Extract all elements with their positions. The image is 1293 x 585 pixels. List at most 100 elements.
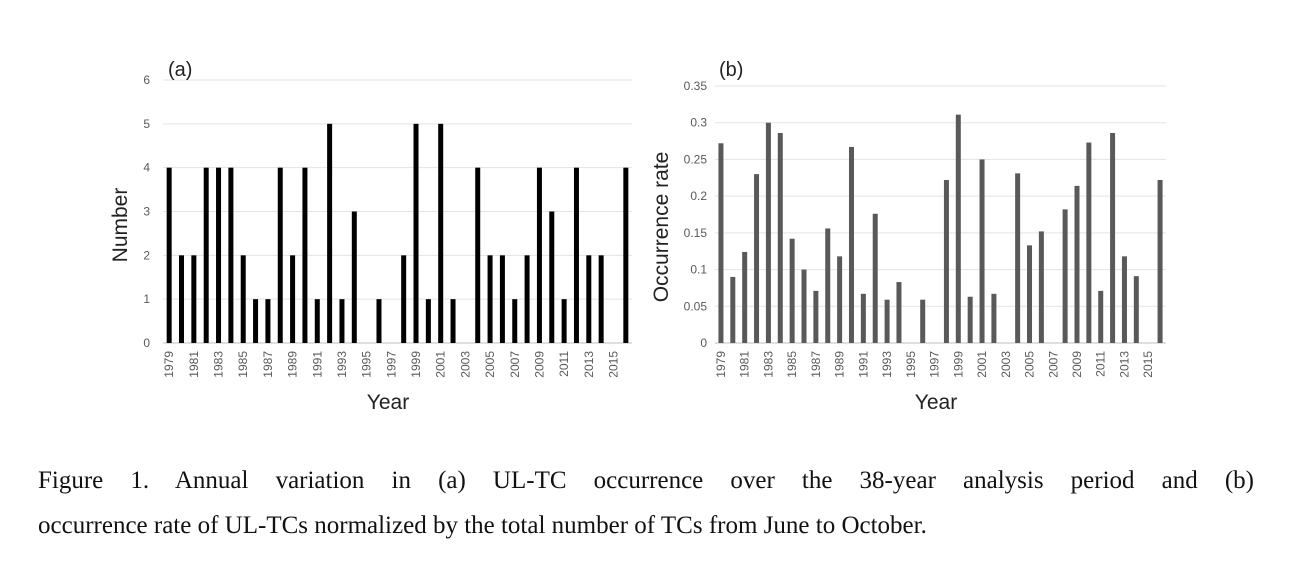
y-tick-label: 0.15: [684, 226, 708, 240]
bar-1986: [253, 299, 259, 343]
bar-2012: [573, 167, 579, 343]
bar-2007: [512, 299, 518, 343]
x-tick-label: 1981: [738, 351, 752, 378]
bars-b: [718, 114, 1163, 343]
bar-1996: [920, 299, 926, 343]
bar-1988: [277, 167, 283, 343]
x-tick-label: 1999: [409, 351, 423, 378]
x-tick-label: 2009: [1070, 351, 1084, 378]
y-axis-label-a: Number: [109, 188, 132, 263]
bar-2014: [598, 255, 604, 343]
bar-2010: [549, 211, 555, 343]
bar-2006: [499, 255, 505, 343]
bar-1992: [872, 213, 878, 343]
bar-2001: [438, 123, 444, 343]
bar-2004: [1015, 173, 1021, 343]
x-tick-label: 2005: [1023, 351, 1037, 378]
y-tick-label: 5: [143, 117, 150, 131]
bar-1987: [813, 290, 819, 343]
bar-1984: [777, 132, 783, 343]
bar-1991: [314, 299, 320, 343]
x-tick-label: 2001: [434, 351, 448, 378]
bar-1983: [216, 167, 222, 343]
y-axis-label-b: Occurrence rate: [650, 152, 673, 303]
bar-1988: [825, 228, 831, 343]
bar-1990: [848, 146, 854, 343]
x-tick-label: 2009: [532, 351, 546, 378]
x-axis-label-b: Year: [915, 391, 957, 414]
y-tick-label: 0: [143, 336, 150, 350]
bar-2016: [1157, 179, 1163, 343]
bar-2008: [524, 255, 530, 343]
bar-1994: [896, 282, 902, 343]
y-tick-label: 4: [143, 161, 150, 175]
x-tick-label: 1993: [880, 351, 894, 378]
x-tick-label: 1979: [714, 351, 728, 378]
bar-2001: [979, 159, 985, 343]
x-tick-label: 1985: [236, 351, 250, 378]
y-tick-label: 3: [143, 205, 150, 219]
x-tick-label: 1987: [809, 351, 823, 378]
chart-panel-b: 00.050.10.150.20.250.30.35 1979 1981 1983 1…: [650, 59, 1166, 414]
bar-2011: [1098, 290, 1104, 343]
bar-1985: [240, 255, 246, 343]
x-tick-label: 2003: [458, 351, 472, 378]
y-tick-label: 2: [143, 248, 150, 262]
bar-1994: [351, 211, 357, 343]
x-tick-label: 2015: [606, 351, 620, 378]
x-tick-label: 1991: [310, 351, 324, 378]
y-tick-label: 6: [143, 73, 150, 87]
x-tick-label: 1995: [360, 351, 374, 378]
bar-2008: [1062, 209, 1068, 343]
bar-2009: [1074, 185, 1080, 343]
x-tick-label: 1979: [162, 351, 176, 378]
x-axis-label-a: Year: [367, 391, 409, 414]
bar-2009: [536, 167, 542, 343]
bar-2000: [425, 299, 431, 343]
x-tick-label: 1985: [785, 351, 799, 378]
x-tick-label: 1999: [951, 351, 965, 378]
bar-1984: [228, 167, 234, 343]
bar-1992: [327, 123, 333, 343]
y-tick-label: 0.25: [684, 152, 708, 166]
bar-1999: [413, 123, 419, 343]
x-tick-label: 2007: [508, 351, 522, 378]
x-tick-label: 2007: [1046, 351, 1060, 378]
bar-1987: [265, 299, 271, 343]
caption-line-2: occurrence rate of UL-TCs normalized by …: [38, 512, 927, 539]
bar-1981: [191, 255, 197, 343]
bar-1982: [754, 174, 760, 343]
bar-2004: [475, 167, 481, 343]
x-tick-label: 2013: [582, 351, 596, 378]
x-tick-label: 1983: [212, 351, 226, 378]
y-tick-label: 0.35: [684, 79, 708, 93]
bar-1989: [837, 256, 843, 343]
bar-1990: [302, 167, 308, 343]
x-tick-label: 2011: [1094, 351, 1108, 377]
x-tick-label: 2015: [1141, 351, 1155, 378]
x-tick-label: 1995: [904, 351, 918, 378]
bar-2016: [623, 167, 629, 343]
bar-2013: [586, 255, 592, 343]
bar-2013: [1121, 256, 1127, 343]
bars-a: [166, 123, 629, 343]
figure-charts: 0 1 2 3 4 5 6 1979 1981 1983 1985 1987 1989 1991 1993…: [109, 59, 1166, 414]
bar-1991: [860, 293, 866, 343]
bar-2011: [561, 299, 567, 343]
x-tick-labels-a: 1979 1981 1983 1985 1987 1989 1991 1993 1995 1997…: [162, 351, 620, 378]
bar-2002: [450, 299, 456, 343]
bar-1985: [789, 238, 795, 343]
chart-panel-a: 0 1 2 3 4 5 6 1979 1981 1983 1985 1987 1989 1991 1993…: [109, 59, 632, 414]
bar-2005: [1027, 245, 1033, 343]
y-tick-label: 1: [143, 292, 150, 306]
x-tick-label: 1997: [384, 351, 398, 378]
x-tick-label: 2003: [999, 351, 1013, 378]
bar-1979: [166, 167, 172, 343]
bar-1981: [742, 251, 748, 343]
y-tick-labels-a: 0 1 2 3 4 5 6: [143, 73, 150, 350]
x-tick-label: 1989: [286, 351, 300, 378]
bar-1986: [801, 269, 807, 343]
bar-1979: [718, 143, 724, 343]
y-tick-label: 0.1: [690, 263, 707, 277]
bar-2002: [991, 293, 997, 343]
